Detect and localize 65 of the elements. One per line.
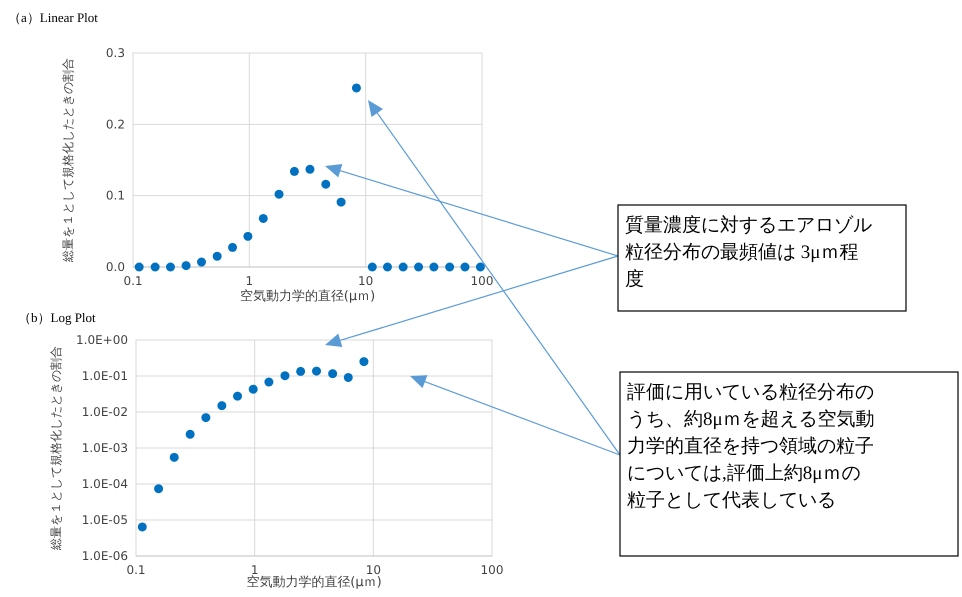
point [217,401,226,410]
text: 評価に用いている粒径分布のうち、約8μｍを超える空気動力学的直径を持つ領域の粒子については,評価上約8μｍの粒子として代表している [627,382,875,511]
point [182,261,191,270]
point [382,262,392,272]
point [150,262,160,272]
point [352,83,361,92]
point [312,366,322,376]
y-axis-title: 総量を１として規格化したときの割合 [49,346,63,551]
chart-title: （a）Linear Plot [8,10,98,25]
point [154,484,164,494]
x-tick-label: 10 [366,563,381,577]
point [233,392,242,401]
point [166,262,175,272]
point [460,262,470,272]
x-tick-label: 1 [246,274,254,288]
y-tick-label: 0.0 [106,260,125,274]
y-tick-label: 1.0E-03 [82,441,128,455]
point [212,252,222,261]
y-tick-label: 1.0E-02 [82,405,128,419]
point [280,371,290,380]
point [134,262,144,272]
point [201,413,210,422]
x-axis-title: 空気動力学的直径(μｍ) [240,289,376,304]
y-tick-label: 1.0E+00 [76,333,128,347]
point [138,522,147,532]
point [414,262,424,272]
point [305,164,314,174]
chart-title: （b）Log Plot [18,310,96,325]
x-tick-label: 0.1 [123,274,143,288]
x-tick-label: 100 [480,563,504,577]
point [264,378,274,387]
x-tick-label: 100 [470,274,494,288]
y-tick-label: 0.1 [106,188,125,203]
y-tick-label: 1.0E-01 [82,369,128,383]
point [368,262,377,272]
point [296,366,306,376]
point [398,262,408,272]
point [248,384,258,394]
point [328,369,338,378]
y-tick-label: 0.3 [106,46,125,60]
point [290,166,299,176]
point [445,262,454,272]
text: 質量濃度に対するエアロゾル粒径分布の最頻値は 3μｍ程度 [625,214,872,290]
x-tick-label: 1 [250,563,258,577]
point [274,190,284,199]
point [197,258,206,267]
x-tick-label: 0.1 [126,563,146,577]
point [228,242,238,252]
y-tick-label: 1.0E-04 [82,477,128,491]
y-axis-title: 総量を１として規格化したときの割合 [61,58,75,263]
point [476,262,485,272]
y-tick-label: 1.0E-05 [82,513,128,527]
y-tick-label: 1.0E-06 [82,549,128,563]
point [429,262,438,272]
point [258,214,268,223]
point [344,372,353,382]
point [321,180,330,189]
point [336,198,346,207]
point [170,452,179,462]
y-tick-label: 0.2 [106,117,125,132]
point [359,357,368,366]
point [243,232,252,241]
x-tick-label: 10 [358,274,374,288]
point [186,430,195,439]
x-axis-title: 空気動力学的直径(μｍ) [246,575,382,590]
